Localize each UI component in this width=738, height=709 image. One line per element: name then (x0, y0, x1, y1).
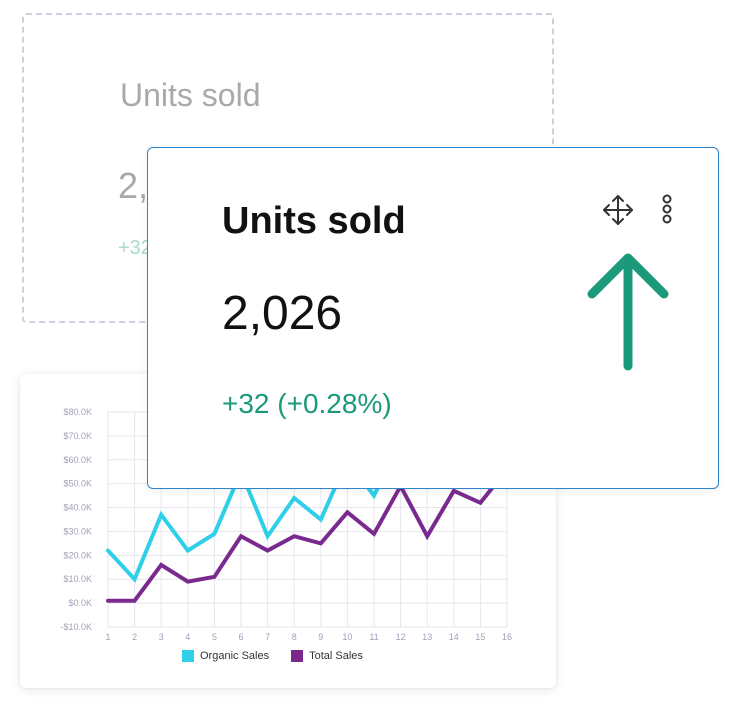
move-icon (603, 195, 633, 225)
legend-label-total-sales: Total Sales (309, 650, 363, 662)
x-tick-label: 2 (132, 632, 137, 642)
series-line-total-sales (106, 467, 509, 603)
move-button[interactable] (598, 190, 638, 230)
y-tick-label: $0.0K (68, 598, 92, 608)
y-tick-label: $50.0K (63, 479, 92, 489)
units-sold-card[interactable]: Units sold 2,026 +32 (+0.28%) (147, 147, 719, 489)
x-tick-label: 13 (422, 632, 432, 642)
card-change: +32 (+0.28%) (222, 388, 392, 419)
x-tick-label: 11 (369, 632, 378, 642)
x-tick-label: 12 (396, 632, 406, 642)
y-tick-label: $10.0K (63, 574, 92, 584)
y-tick-label: $60.0K (63, 455, 92, 465)
y-tick-label: $40.0K (63, 503, 92, 513)
more-vertical-icon (662, 194, 672, 224)
chart-legend: Organic Sales Total Sales (182, 650, 363, 662)
legend-swatch-organic-sales (182, 650, 194, 662)
x-tick-label: 16 (502, 632, 512, 642)
ghost-card-value: 2, (118, 165, 149, 206)
ghost-card-title: Units sold (120, 77, 261, 113)
x-tick-label: 15 (475, 632, 485, 642)
arrow-up-icon (587, 253, 669, 371)
legend-item-organic-sales[interactable]: Organic Sales (182, 650, 269, 662)
legend-label-organic-sales: Organic Sales (200, 650, 270, 662)
x-tick-label: 9 (318, 632, 323, 642)
legend-item-total-sales[interactable]: Total Sales (291, 650, 363, 662)
card-value: 2,026 (222, 287, 343, 340)
ghost-card-change: +32 (118, 237, 152, 259)
x-tick-label: 5 (212, 632, 217, 642)
y-tick-label: $80.0K (63, 407, 92, 417)
y-tick-label: $30.0K (63, 526, 92, 536)
x-tick-label: 6 (238, 632, 243, 642)
card-title: Units sold (222, 200, 406, 242)
x-tick-label: 14 (449, 632, 459, 642)
x-tick-label: 10 (342, 632, 352, 642)
y-tick-label: $70.0K (63, 431, 92, 441)
x-tick-label: 4 (185, 632, 190, 642)
legend-swatch-total-sales (291, 650, 304, 662)
x-tick-label: 3 (159, 632, 164, 642)
y-tick-label: -$10.0K (60, 622, 92, 632)
x-tick-label: 7 (265, 632, 270, 642)
x-tick-label: 8 (292, 632, 297, 642)
y-tick-label: $20.0K (63, 550, 92, 560)
more-options-button[interactable] (652, 190, 682, 230)
x-tick-label: 1 (105, 632, 110, 642)
